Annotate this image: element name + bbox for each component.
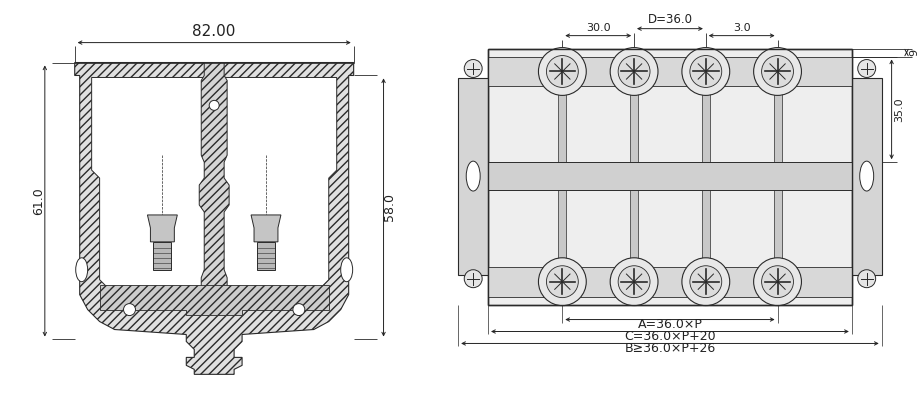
Circle shape xyxy=(610,48,658,95)
Polygon shape xyxy=(92,78,337,310)
Text: 35.0: 35.0 xyxy=(895,97,904,122)
Circle shape xyxy=(464,270,482,288)
Circle shape xyxy=(857,270,876,288)
Bar xyxy=(257,242,275,270)
Ellipse shape xyxy=(76,258,88,282)
Bar xyxy=(488,56,852,86)
Ellipse shape xyxy=(860,161,874,191)
Text: 9: 9 xyxy=(910,49,917,56)
Text: 61.0: 61.0 xyxy=(32,187,45,215)
Circle shape xyxy=(682,258,730,306)
Polygon shape xyxy=(251,215,281,242)
Circle shape xyxy=(209,100,219,110)
Circle shape xyxy=(857,60,876,78)
Text: D=36.0: D=36.0 xyxy=(647,13,692,26)
Ellipse shape xyxy=(466,161,481,191)
Circle shape xyxy=(538,258,586,306)
Circle shape xyxy=(610,258,658,306)
Circle shape xyxy=(124,304,136,316)
Text: 82.00: 82.00 xyxy=(193,24,236,39)
Ellipse shape xyxy=(341,258,353,282)
Circle shape xyxy=(464,60,482,78)
Bar xyxy=(458,78,488,275)
Text: 15.0: 15.0 xyxy=(873,164,883,188)
Circle shape xyxy=(618,266,650,298)
Polygon shape xyxy=(199,62,229,314)
Polygon shape xyxy=(148,215,177,242)
Bar xyxy=(488,162,852,190)
Bar xyxy=(630,48,638,305)
Circle shape xyxy=(690,266,722,298)
Text: 30.0: 30.0 xyxy=(586,23,611,33)
Circle shape xyxy=(547,266,579,298)
Circle shape xyxy=(293,304,304,316)
Text: 58.0: 58.0 xyxy=(383,194,396,222)
Bar xyxy=(153,242,171,270)
Text: 3.0: 3.0 xyxy=(733,23,750,33)
Circle shape xyxy=(538,48,586,95)
Polygon shape xyxy=(74,62,354,374)
Bar xyxy=(558,48,567,305)
Text: C=36.0×P+20: C=36.0×P+20 xyxy=(624,330,716,344)
Circle shape xyxy=(762,56,793,88)
Circle shape xyxy=(690,56,722,88)
Text: B≥36.0×P+26: B≥36.0×P+26 xyxy=(624,342,715,356)
Circle shape xyxy=(547,56,579,88)
Bar xyxy=(774,48,781,305)
Polygon shape xyxy=(100,285,329,314)
Bar xyxy=(702,48,710,305)
Circle shape xyxy=(682,48,730,95)
Circle shape xyxy=(762,266,793,298)
Bar xyxy=(488,48,852,305)
Text: A=36.0×P: A=36.0×P xyxy=(637,318,702,332)
Circle shape xyxy=(618,56,650,88)
Circle shape xyxy=(754,258,801,306)
Circle shape xyxy=(754,48,801,95)
Bar xyxy=(488,267,852,297)
Bar xyxy=(852,78,881,275)
